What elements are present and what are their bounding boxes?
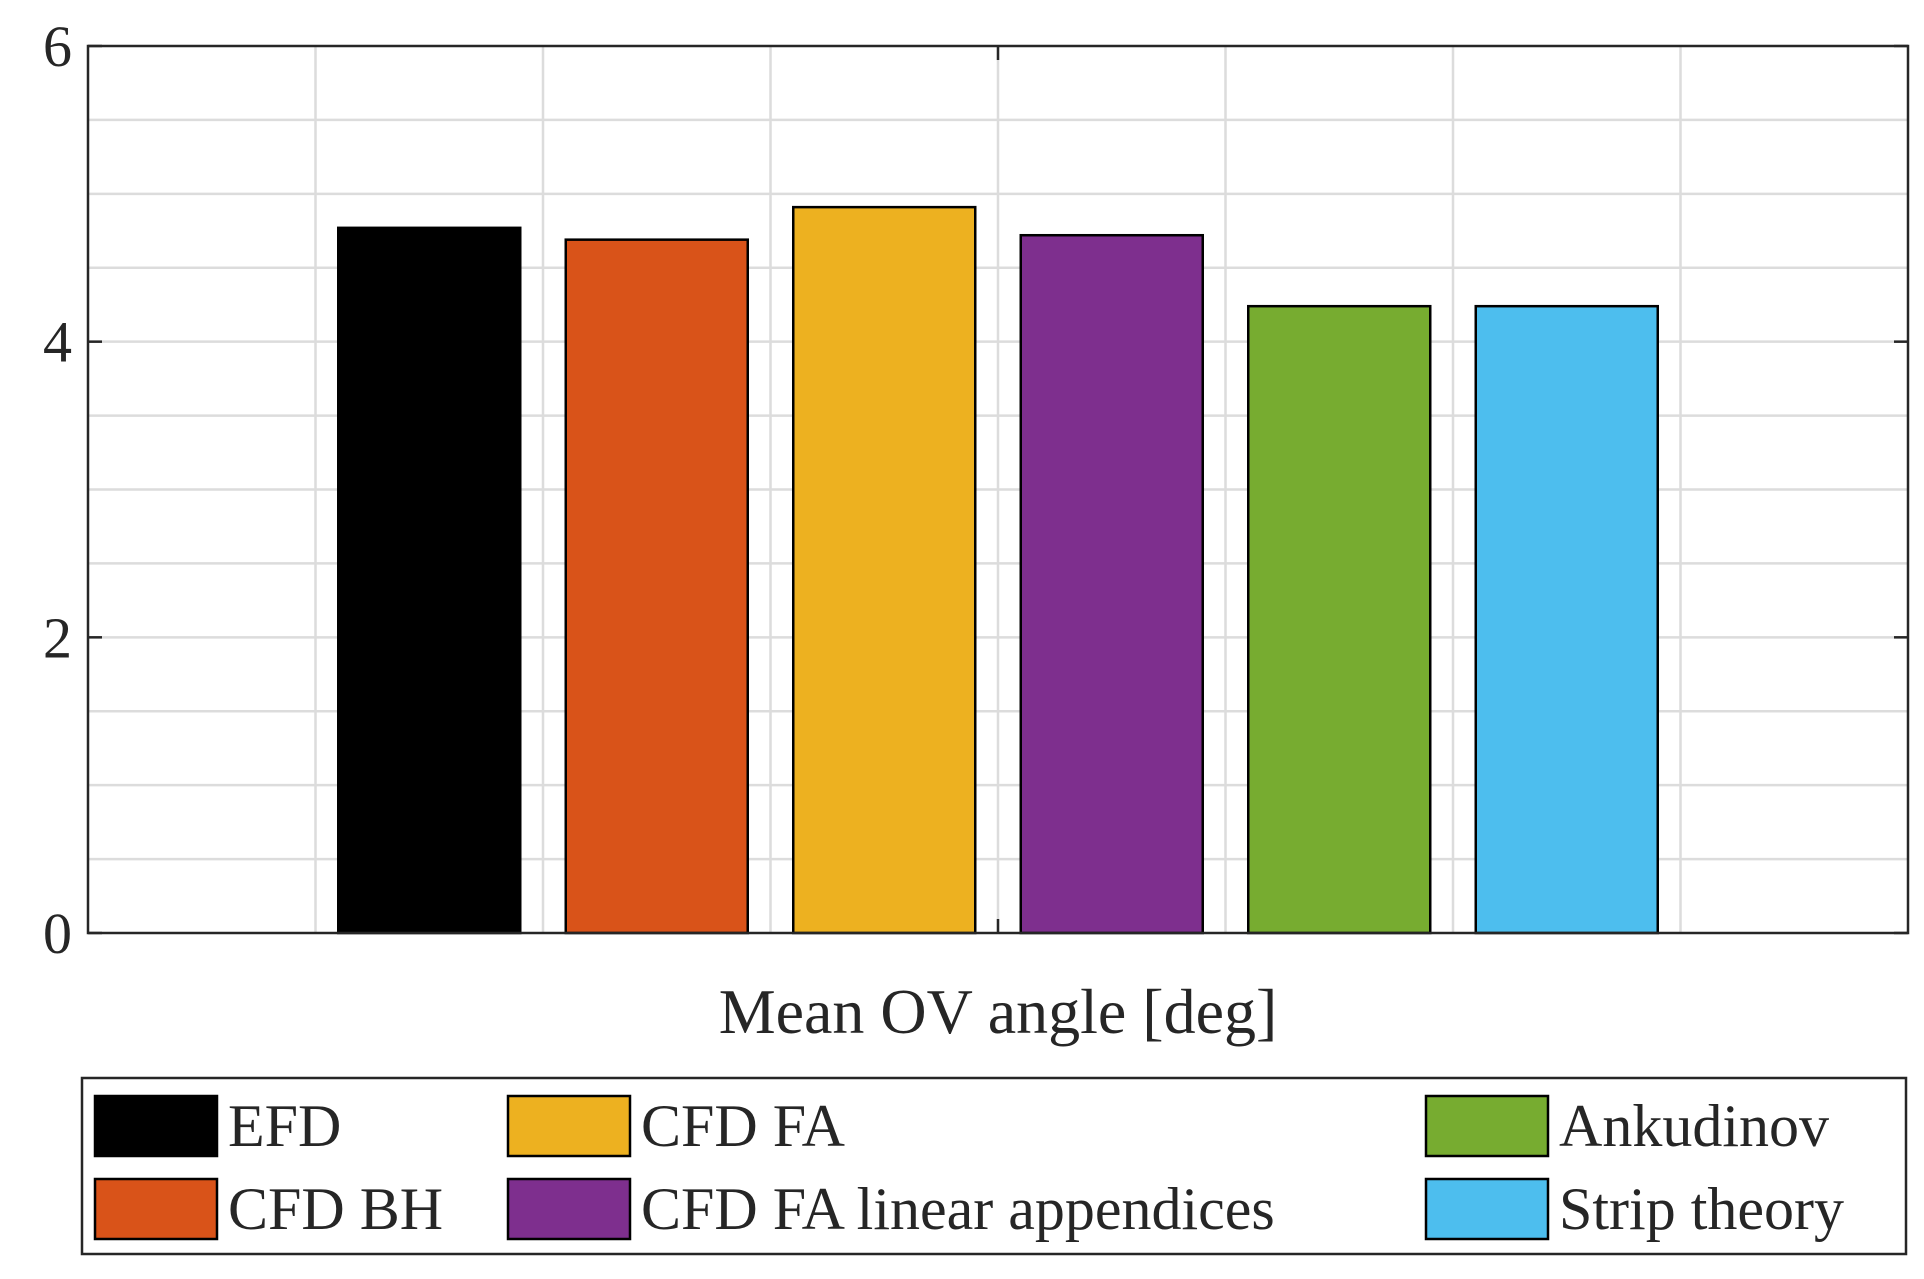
legend-label: CFD BH xyxy=(228,1176,443,1242)
y-tick-label: 2 xyxy=(43,605,72,670)
legend-swatch xyxy=(1424,1094,1550,1158)
x-axis-label: Mean OV angle [deg] xyxy=(719,976,1278,1047)
legend-item-cfd-fa: CFD FA xyxy=(506,1093,845,1159)
bar-efd xyxy=(337,226,522,935)
legend-label: Ankudinov xyxy=(1559,1093,1829,1159)
bar-strip-theory xyxy=(1474,304,1659,935)
legend-label: EFD xyxy=(228,1093,341,1159)
legend-item-cfd-bh: CFD BH xyxy=(93,1176,443,1242)
y-tick-label: 0 xyxy=(43,901,72,966)
y-axis-ticks: 0 2 4 6 xyxy=(43,14,1908,966)
legend-frame xyxy=(80,1076,1908,1256)
y-tick-label: 6 xyxy=(43,14,72,79)
legend-swatch xyxy=(1424,1177,1550,1241)
legend-item-cfd-fa-linear-appendices: CFD FA linear appendices xyxy=(506,1176,1275,1242)
legend-item-efd: EFD xyxy=(93,1093,341,1159)
legend-label: CFD FA xyxy=(641,1093,845,1159)
legend-swatch xyxy=(93,1094,219,1158)
bar-ankudinov xyxy=(1247,304,1432,935)
legend-swatch xyxy=(506,1094,632,1158)
bar-cfd-fa xyxy=(792,205,977,935)
bar-cfd-bh xyxy=(564,238,749,935)
legend-swatch xyxy=(506,1177,632,1241)
bars xyxy=(337,205,1659,935)
legend-label: Strip theory xyxy=(1559,1176,1844,1242)
legend-item-strip-theory: Strip theory xyxy=(1424,1176,1844,1242)
legend-items: EFD CFD FA Ankudinov CFD BH CFD FA linear ap… xyxy=(93,1093,1844,1242)
y-tick-label: 4 xyxy=(43,310,72,375)
legend-swatch xyxy=(93,1177,219,1241)
legend: EFD CFD FA Ankudinov CFD BH CFD FA linear ap… xyxy=(80,1076,1908,1256)
legend-label: CFD FA linear appendices xyxy=(641,1176,1275,1242)
bar-cfd-fa-linear-appendices xyxy=(1019,233,1204,935)
legend-item-ankudinov: Ankudinov xyxy=(1424,1093,1829,1159)
